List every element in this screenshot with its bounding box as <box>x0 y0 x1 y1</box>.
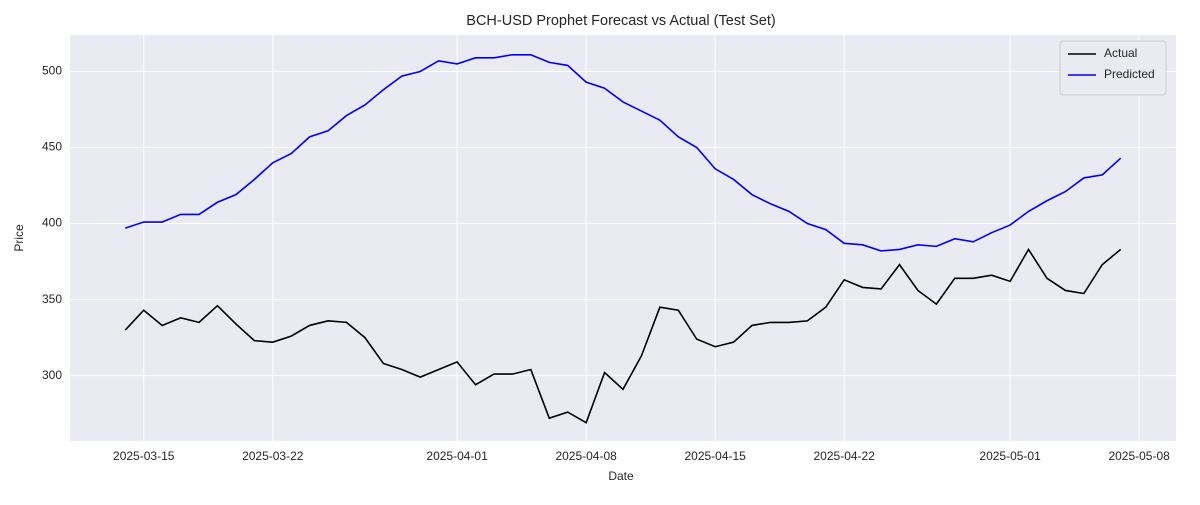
y-tick-label: 500 <box>42 64 62 78</box>
y-tick-label: 400 <box>42 216 62 230</box>
legend-label: Predicted <box>1104 67 1155 81</box>
x-tick-label: 2025-04-22 <box>814 449 876 463</box>
grid <box>70 35 1176 441</box>
y-axis-label: Price <box>12 224 26 252</box>
x-axis-label: Date <box>608 469 634 483</box>
x-tick-label: 2025-05-01 <box>979 449 1041 463</box>
y-tick-label: 300 <box>42 368 62 382</box>
x-tick-label: 2025-05-08 <box>1108 449 1170 463</box>
y-tick-label: 450 <box>42 140 62 154</box>
y-tick-label: 350 <box>42 292 62 306</box>
x-tick-label: 2025-03-22 <box>242 449 304 463</box>
lines <box>124 53 1122 424</box>
x-tick-label: 2025-03-15 <box>113 449 175 463</box>
legend-label: Actual <box>1104 46 1137 60</box>
chart-title: BCH-USD Prophet Forecast vs Actual (Test… <box>466 13 775 29</box>
series-line <box>125 53 1122 252</box>
x-tick-label: 2025-04-15 <box>684 449 746 463</box>
legend: Actual Predicted <box>1059 40 1167 96</box>
series-line <box>124 247 1122 424</box>
x-tick-label: 2025-04-01 <box>426 449 488 463</box>
x-tick-label: 2025-04-08 <box>555 449 617 463</box>
